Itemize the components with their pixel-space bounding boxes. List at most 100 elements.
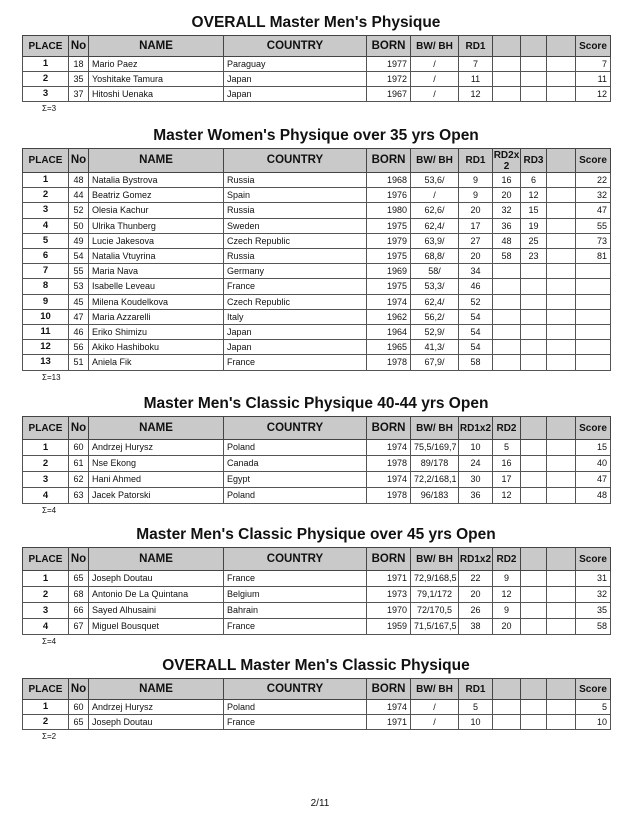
table-cell: France xyxy=(223,570,367,587)
table-cell: 63 xyxy=(68,487,89,504)
table-cell xyxy=(546,586,576,603)
table-cell: 1978 xyxy=(366,487,411,504)
table-cell: 1974 xyxy=(366,699,411,715)
table-cell: 2 xyxy=(22,714,69,730)
table-cell xyxy=(492,71,521,87)
results-table: PLACE No NAME COUNTRY BORN BW/ BH RD1 RD2x 2 RD3… xyxy=(22,148,611,371)
table-row: 3 52 Olesia Kachur Russia 1980 62,6/20 32 15 47 xyxy=(22,202,611,219)
table-cell: 1965 xyxy=(366,339,411,356)
table-cell: 1978 xyxy=(366,455,411,472)
table-cell xyxy=(520,570,547,587)
table-cell: 10 xyxy=(22,308,69,326)
table-cell xyxy=(546,278,576,295)
table-cell: 52 xyxy=(68,202,89,219)
column-header: RD1x2 xyxy=(458,547,493,571)
table-cell: 15 xyxy=(520,202,547,219)
entry-count: Σ=4 xyxy=(42,506,57,515)
table-cell: 1976 xyxy=(366,187,411,204)
table-cell xyxy=(546,293,576,310)
table-cell: Czech Republic xyxy=(223,293,367,310)
table-cell: Joseph Doutau xyxy=(88,714,224,730)
table-cell: Bahrain xyxy=(223,602,367,619)
table-row: 7 55 Maria Nava Germany 1969 58/34 xyxy=(22,263,611,280)
table-cell: / xyxy=(410,86,459,102)
table-row: 2 65 Joseph Doutau France 1971/10 10 xyxy=(22,714,611,730)
table-row: 2 68 Antonio De La Quintana Belgium 1973 79,1… xyxy=(22,586,611,603)
table-cell xyxy=(492,293,521,310)
table-cell: 24 xyxy=(458,455,493,472)
table-cell: 54 xyxy=(68,248,89,265)
column-header: COUNTRY xyxy=(223,678,367,700)
table-cell: Japan xyxy=(223,324,367,341)
table-cell xyxy=(546,471,576,488)
table-cell: Miguel Bousquet xyxy=(88,618,224,635)
table-cell: 9 xyxy=(492,602,521,619)
table-cell xyxy=(492,278,521,295)
table-cell: 1 xyxy=(22,171,69,189)
column-header: No xyxy=(68,547,89,571)
table-cell xyxy=(575,354,611,371)
table-cell: Eriko Shimizu xyxy=(88,324,224,341)
table-cell xyxy=(520,618,547,635)
table-cell: Beatriz Gomez xyxy=(88,187,224,204)
column-header xyxy=(546,416,576,440)
column-header: NAME xyxy=(88,678,224,700)
table-cell: 5 xyxy=(575,699,611,715)
table-cell: Yoshitake Tamura xyxy=(88,71,224,87)
table-cell: 1975 xyxy=(366,217,411,234)
table-cell: 62 xyxy=(68,471,89,488)
table-cell: 47 xyxy=(575,471,611,488)
table-cell: 19 xyxy=(520,217,547,234)
table-cell: 61 xyxy=(68,455,89,472)
table-cell: 4 xyxy=(22,487,69,504)
table-cell xyxy=(492,354,521,371)
table-row: 2 44 Beatriz Gomez Spain 1976/9 20 12 32 xyxy=(22,187,611,204)
table-cell: 20 xyxy=(492,618,521,635)
table-cell xyxy=(520,602,547,619)
table-cell: France xyxy=(223,714,367,730)
table-cell xyxy=(520,471,547,488)
table-cell: 18 xyxy=(68,56,89,72)
table-cell: Lucie Jakesova xyxy=(88,232,224,250)
table-cell: 15 xyxy=(575,439,611,456)
column-header: PLACE xyxy=(22,148,69,173)
table-cell: 9 xyxy=(458,187,493,204)
table-cell: Poland xyxy=(223,487,367,504)
table-cell: / xyxy=(410,187,459,204)
table-cell: 27 xyxy=(458,232,493,250)
table-cell: 22 xyxy=(575,171,611,189)
table-cell: France xyxy=(223,618,367,635)
table-cell: 26 xyxy=(458,602,493,619)
table-cell: 7 xyxy=(575,56,611,72)
column-header: PLACE xyxy=(22,416,69,440)
table-cell: 11 xyxy=(458,71,493,87)
table-cell: Andrzej Hurysz xyxy=(88,439,224,456)
table-cell xyxy=(520,293,547,310)
table-cell: 1975 xyxy=(366,248,411,265)
table-cell: 34 xyxy=(458,263,493,280)
table-cell xyxy=(546,439,576,456)
table-cell: 1974 xyxy=(366,471,411,488)
table-cell: Japan xyxy=(223,71,367,87)
table-cell: 73 xyxy=(575,232,611,250)
section-title: OVERALL Master Men's Classic Physique xyxy=(162,657,470,674)
table-row: 6 54 Natalia Vtuyrina Russia 1975 68,8/20 58 23… xyxy=(22,248,611,265)
table-cell: 71,5/167,5 xyxy=(410,618,459,635)
column-header: RD2 xyxy=(492,416,521,440)
table-cell: Joseph Doutau xyxy=(88,570,224,587)
table-cell: 1974 xyxy=(366,439,411,456)
table-cell xyxy=(546,699,576,715)
header-row: PLACE No NAME COUNTRY BORN BW/ BH RD1x2 RD2 Scor… xyxy=(22,416,611,440)
table-cell: 1974 xyxy=(366,293,411,310)
table-cell xyxy=(520,308,547,326)
table-cell xyxy=(546,455,576,472)
header-row: PLACE No NAME COUNTRY BORN BW/ BH RD1x2 RD2 Scor… xyxy=(22,547,611,571)
column-header: Score xyxy=(575,416,611,440)
table-cell: 58 xyxy=(458,354,493,371)
table-cell: / xyxy=(410,56,459,72)
table-row: 4 50 Ulrika Thunberg Sweden 1975 62,4/17 36 19 5… xyxy=(22,217,611,234)
table-cell: / xyxy=(410,714,459,730)
entry-count: Σ=13 xyxy=(42,372,61,382)
table-cell: Russia xyxy=(223,202,367,219)
table-row: 11 46 Eriko Shimizu Japan 1964 52,9/54 xyxy=(22,324,611,341)
